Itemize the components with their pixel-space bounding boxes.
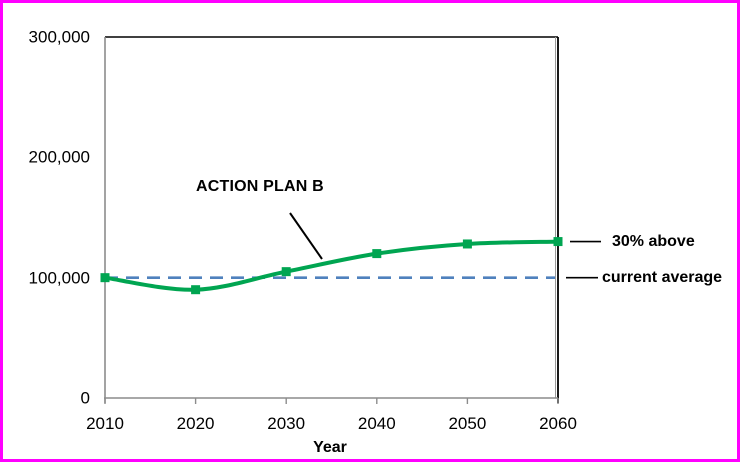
data-point-marker: [462, 239, 472, 249]
y-tick-label: 300,000: [28, 27, 90, 47]
x-axis-title: Year: [313, 439, 347, 456]
y-tick-label: 0: [80, 388, 90, 408]
y-tick-label: 200,000: [28, 147, 90, 167]
chart-plot-svg: [100, 36, 601, 404]
annotation-callout-line: [289, 212, 323, 260]
data-point-marker: [191, 285, 201, 295]
x-tick-label: 2020: [176, 414, 215, 433]
y-tick-label: 100,000: [28, 268, 90, 288]
data-point-marker: [100, 273, 110, 283]
data-point-marker: [372, 249, 382, 259]
data-point-marker: [553, 237, 563, 247]
x-tick-label: 2060: [539, 414, 577, 433]
above-callout-label: 30% above: [612, 232, 695, 250]
average-callout-label: current average: [602, 268, 723, 286]
x-tick-label: 2030: [267, 414, 306, 433]
series-annotation-label: ACTION PLAN B: [196, 178, 324, 195]
data-point-marker: [281, 267, 291, 277]
x-tick-label: 2050: [448, 414, 487, 433]
x-tick-label: 2040: [357, 414, 396, 433]
series-line: [103, 239, 560, 292]
x-tick-label: 2010: [86, 414, 124, 433]
